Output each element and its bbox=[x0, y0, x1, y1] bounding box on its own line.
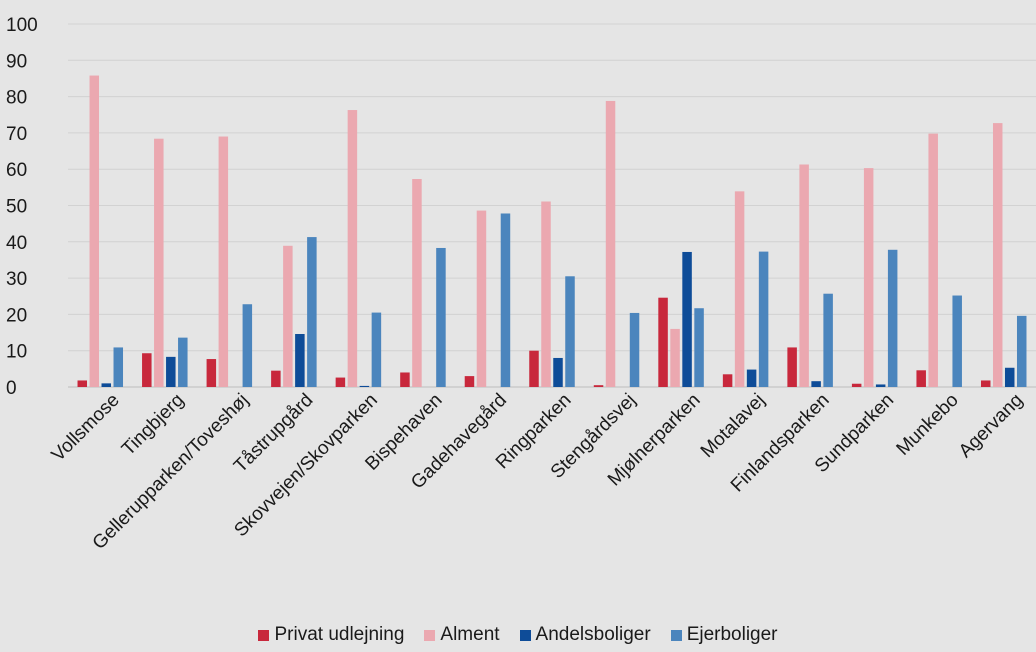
bar bbox=[541, 201, 551, 387]
y-tick-label: 70 bbox=[6, 124, 27, 145]
bar bbox=[347, 110, 358, 387]
bar bbox=[992, 123, 1003, 387]
legend-item: Privat udlejning bbox=[258, 624, 404, 646]
bar bbox=[694, 308, 704, 387]
bar bbox=[682, 251, 692, 387]
legend-swatch bbox=[258, 629, 270, 641]
bar bbox=[500, 213, 511, 387]
bar bbox=[371, 312, 382, 387]
bar bbox=[980, 380, 991, 387]
bar bbox=[593, 385, 604, 387]
bar bbox=[722, 374, 733, 387]
bar bbox=[113, 347, 124, 387]
x-tick-label: Agervang bbox=[955, 390, 1027, 462]
bar bbox=[875, 384, 886, 387]
bar bbox=[359, 385, 370, 387]
bar bbox=[283, 245, 293, 387]
bar bbox=[412, 179, 422, 387]
bar bbox=[476, 210, 487, 387]
bar bbox=[142, 353, 152, 387]
y-axis-ticks: 0 10 20 30 40 50 60 70 80 90 100 bbox=[6, 15, 38, 399]
bar bbox=[799, 164, 809, 387]
bar bbox=[464, 376, 475, 387]
y-tick-label: 0 bbox=[6, 378, 17, 399]
bar bbox=[629, 312, 640, 387]
bar bbox=[271, 370, 281, 387]
bar bbox=[758, 251, 769, 387]
bar bbox=[295, 334, 305, 387]
bar bbox=[1016, 315, 1027, 387]
bar bbox=[658, 297, 668, 387]
y-tick-label: 100 bbox=[6, 15, 38, 36]
legend-item: Ejerboliger bbox=[670, 624, 778, 646]
y-tick-label: 10 bbox=[6, 342, 27, 363]
bar bbox=[670, 328, 680, 387]
bar bbox=[863, 168, 874, 387]
bar bbox=[787, 347, 797, 387]
legend-item: Alment bbox=[424, 624, 500, 646]
bar bbox=[154, 138, 164, 387]
bars bbox=[77, 75, 1027, 388]
x-tick-label: Vollsmose bbox=[48, 390, 124, 466]
bar bbox=[307, 237, 317, 387]
bar bbox=[89, 75, 100, 388]
legend-item: Andelsboliger bbox=[519, 624, 651, 646]
bar bbox=[851, 383, 862, 387]
bar bbox=[218, 136, 229, 387]
bar bbox=[1004, 367, 1015, 387]
legend-swatch bbox=[519, 629, 531, 641]
y-tick-label: 60 bbox=[6, 160, 27, 181]
legend-swatch bbox=[670, 629, 682, 641]
x-axis-ticks: VollsmoseTingbjergGellerupparken/Toveshø… bbox=[48, 390, 1028, 554]
bar bbox=[166, 356, 176, 387]
legend-label: Alment bbox=[440, 624, 500, 645]
bar bbox=[811, 381, 821, 387]
gridlines bbox=[68, 23, 1036, 388]
bar bbox=[242, 304, 253, 387]
bar bbox=[565, 276, 575, 387]
legend-label: Andelsboliger bbox=[535, 624, 651, 645]
x-tick-label: Munkebo bbox=[893, 390, 963, 460]
bar bbox=[77, 380, 88, 387]
bar bbox=[916, 370, 926, 387]
bar bbox=[823, 293, 833, 387]
bar bbox=[335, 377, 346, 387]
y-tick-label: 80 bbox=[6, 88, 27, 109]
bar bbox=[529, 350, 539, 387]
bar bbox=[178, 337, 188, 387]
y-tick-label: 30 bbox=[6, 269, 27, 290]
legend-label: Privat udlejning bbox=[274, 624, 405, 645]
y-tick-label: 50 bbox=[6, 197, 27, 218]
legend-label: Ejerboliger bbox=[686, 624, 778, 645]
bar bbox=[734, 191, 745, 387]
y-tick-label: 40 bbox=[6, 233, 27, 254]
legend-swatch bbox=[424, 629, 436, 641]
bar bbox=[605, 100, 616, 388]
bar bbox=[553, 357, 563, 387]
bar bbox=[887, 249, 898, 387]
bar bbox=[928, 133, 938, 387]
legend: Privat udlejning Alment Andelsboliger Ejerb… bbox=[0, 624, 1036, 646]
bar bbox=[952, 295, 962, 387]
bar bbox=[400, 372, 410, 387]
bar bbox=[436, 247, 446, 387]
y-tick-label: 90 bbox=[6, 51, 27, 72]
bar bbox=[746, 369, 757, 387]
bar bbox=[101, 383, 112, 387]
y-tick-label: 20 bbox=[6, 305, 27, 326]
bar bbox=[206, 359, 217, 387]
